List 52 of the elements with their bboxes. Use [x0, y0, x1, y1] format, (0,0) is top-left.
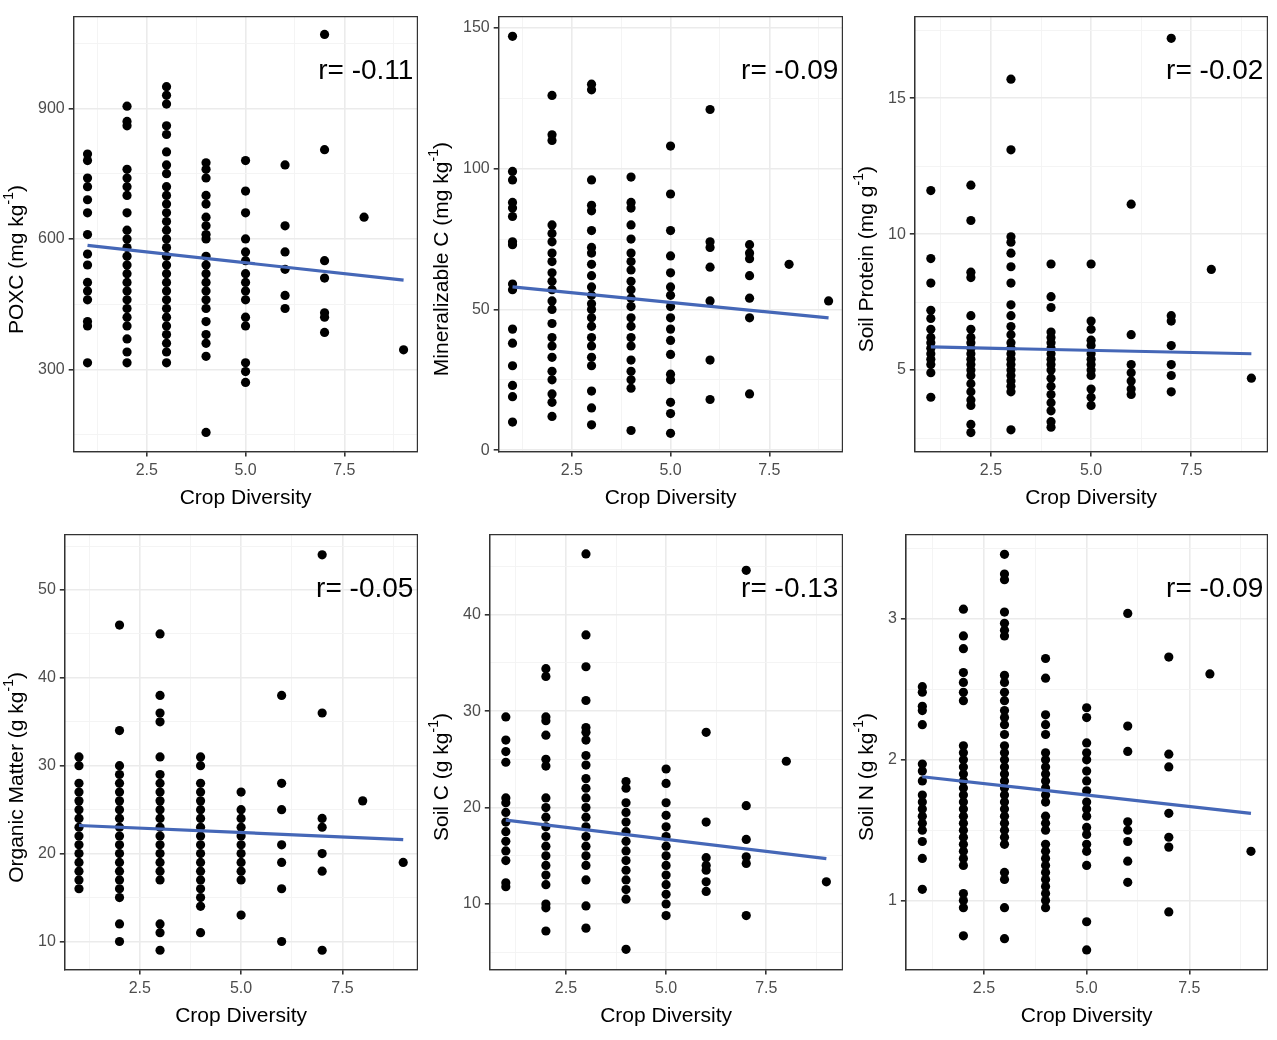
- annotation: r= -0.09: [741, 54, 839, 86]
- annotation: r= -0.05: [316, 572, 414, 604]
- x-axis-title: Crop Diversity: [604, 485, 737, 509]
- x-axis-title: Crop Diversity: [1020, 1003, 1154, 1027]
- x-tick-label: 7.5: [333, 460, 356, 478]
- annotation: r= -0.09: [1166, 572, 1264, 604]
- annotation: r= -0.02: [1166, 54, 1264, 86]
- y-tick-label: 300: [37, 359, 65, 377]
- x-tick-label: 7.5: [331, 978, 354, 996]
- x-tick-label: 7.5: [758, 460, 781, 478]
- y-tick-label: 15: [888, 88, 906, 106]
- y-tick-label: 50: [38, 580, 56, 598]
- y-tick-label: 150: [462, 18, 490, 36]
- y-tick-label: 100: [462, 159, 490, 177]
- y-tick-label: 0: [480, 440, 490, 458]
- x-tick-label: 5.0: [1079, 460, 1103, 478]
- y-tick-label: 2: [887, 750, 897, 768]
- x-tick-label: 5.0: [659, 460, 682, 478]
- x-tick-label: 5.0: [1075, 978, 1098, 996]
- x-tick-label: 2.5: [135, 460, 158, 478]
- annotation: r= -0.11: [318, 54, 414, 86]
- x-tick-label: 2.5: [554, 978, 578, 996]
- y-tick-label: 5: [896, 360, 906, 378]
- y-tick-label: 10: [463, 894, 481, 912]
- y-tick-label: 40: [463, 605, 481, 623]
- x-tick-label: 5.0: [654, 978, 678, 996]
- x-tick-label: 2.5: [560, 460, 583, 478]
- y-tick-label: 10: [888, 224, 906, 242]
- annotation: r= -0.13: [741, 572, 839, 604]
- x-axis-title: Crop Diversity: [600, 1003, 733, 1027]
- x-tick-label: 2.5: [128, 978, 151, 996]
- y-tick-label: 900: [37, 98, 65, 116]
- y-tick-label: 3: [887, 609, 897, 627]
- y-tick-label: 20: [38, 844, 56, 862]
- x-axis-title: Crop Diversity: [179, 485, 312, 509]
- x-tick-label: 7.5: [1180, 460, 1203, 478]
- y-tick-label: 20: [463, 797, 481, 815]
- y-tick-label: 1: [887, 891, 897, 909]
- y-tick-label: 600: [37, 229, 65, 247]
- x-tick-label: 2.5: [972, 978, 996, 996]
- y-tick-label: 50: [471, 299, 490, 317]
- y-tick-label: 30: [38, 756, 56, 774]
- x-tick-label: 5.0: [234, 460, 257, 478]
- y-tick-label: 40: [38, 668, 56, 686]
- x-axis-title: Crop Diversity: [1025, 485, 1158, 509]
- y-tick-label: 30: [463, 701, 481, 719]
- x-tick-label: 2.5: [979, 460, 1003, 478]
- x-tick-label: 5.0: [229, 978, 253, 996]
- x-tick-label: 7.5: [1178, 978, 1201, 996]
- x-tick-label: 7.5: [755, 978, 778, 996]
- y-tick-label: 10: [38, 931, 56, 949]
- x-axis-title: Crop Diversity: [175, 1003, 308, 1027]
